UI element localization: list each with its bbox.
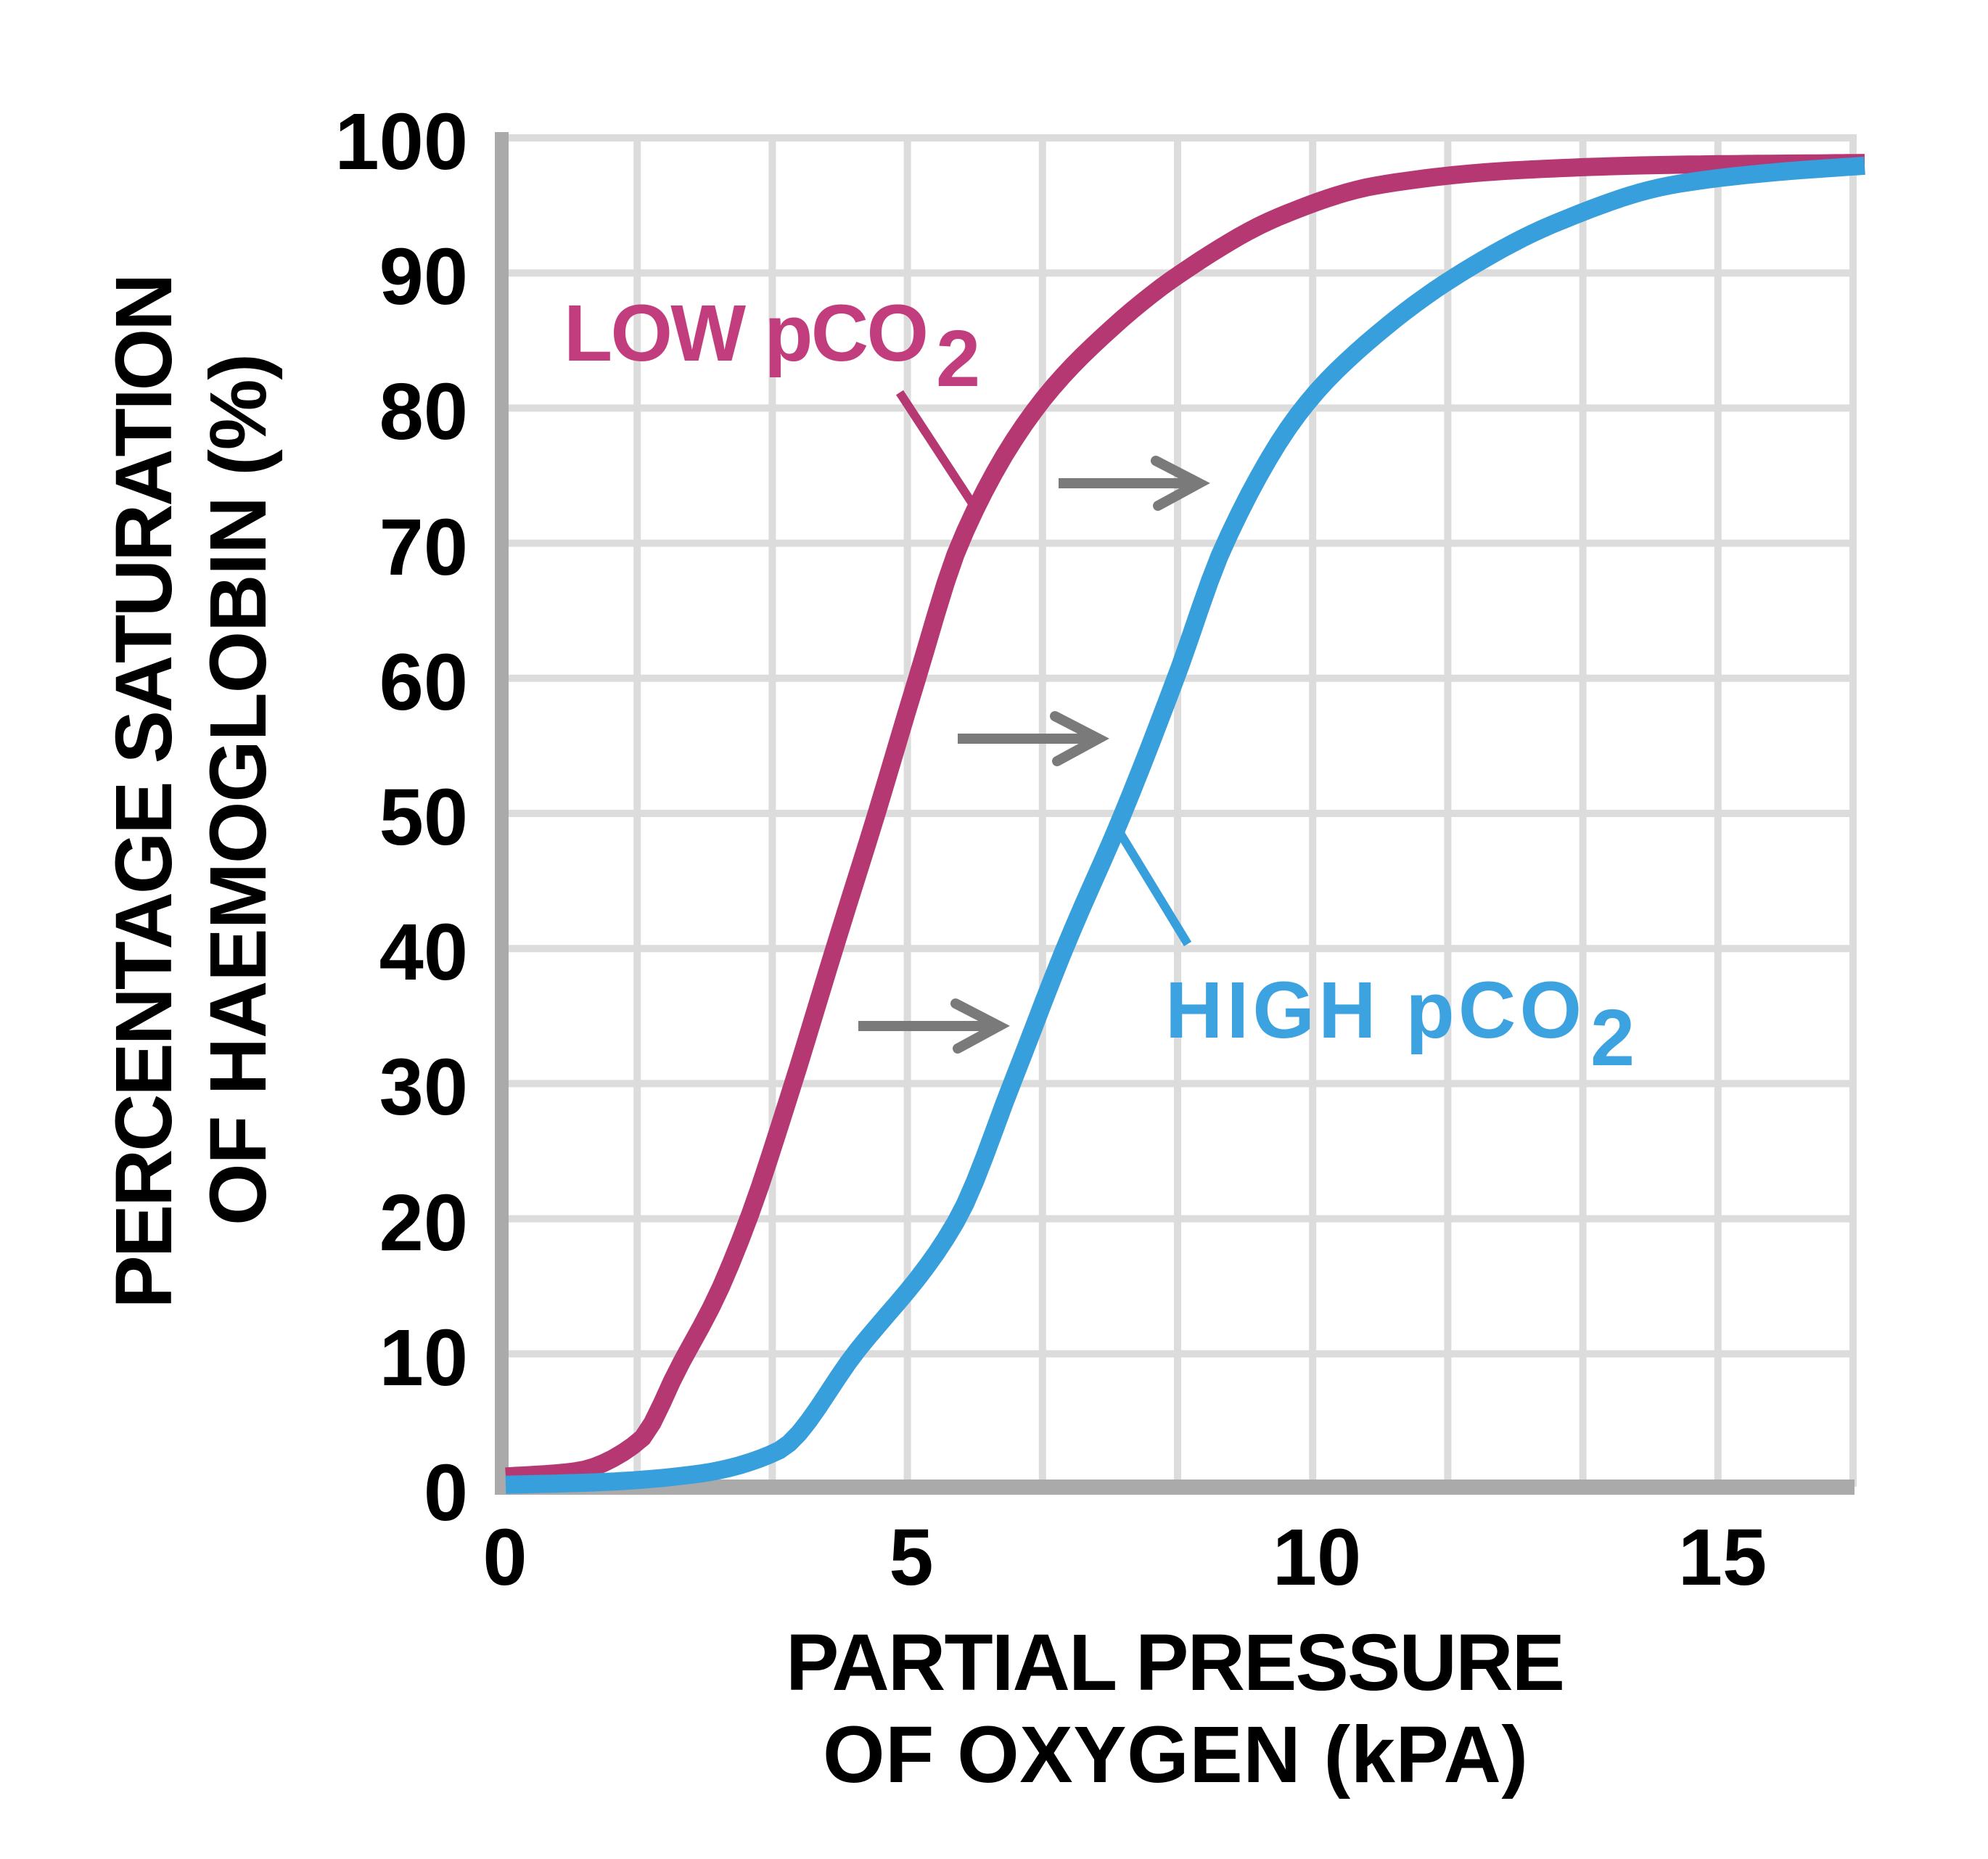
svg-text:HIGH pCO: HIGH pCO (1165, 966, 1582, 1055)
svg-text:100: 100 (334, 97, 468, 186)
svg-text:40: 40 (379, 908, 468, 997)
svg-text:0: 0 (424, 1448, 468, 1538)
svg-text:2: 2 (936, 314, 980, 403)
svg-text:PERCENTAGE SATURATION: PERCENTAGE SATURATION (99, 274, 189, 1309)
svg-text:PARTIAL PRESSURE: PARTIAL PRESSURE (786, 1618, 1565, 1707)
svg-text:5: 5 (889, 1513, 933, 1602)
svg-text:10: 10 (379, 1313, 468, 1403)
svg-text:90: 90 (379, 232, 468, 321)
svg-text:80: 80 (379, 367, 468, 456)
svg-text:0: 0 (482, 1513, 527, 1602)
svg-text:60: 60 (379, 638, 468, 727)
svg-text:20: 20 (379, 1178, 468, 1268)
svg-text:OF OXYGEN (kPA): OF OXYGEN (kPA) (823, 1710, 1528, 1800)
svg-text:30: 30 (379, 1043, 468, 1132)
svg-text:10: 10 (1273, 1513, 1361, 1602)
svg-text:50: 50 (379, 773, 468, 862)
svg-text:70: 70 (379, 503, 468, 592)
svg-text:2: 2 (1590, 993, 1635, 1083)
svg-text:OF HAEMOGLOBIN (%): OF HAEMOGLOBIN (%) (194, 353, 283, 1226)
svg-text:15: 15 (1678, 1513, 1767, 1602)
svg-text:LOW pCO: LOW pCO (564, 289, 929, 378)
